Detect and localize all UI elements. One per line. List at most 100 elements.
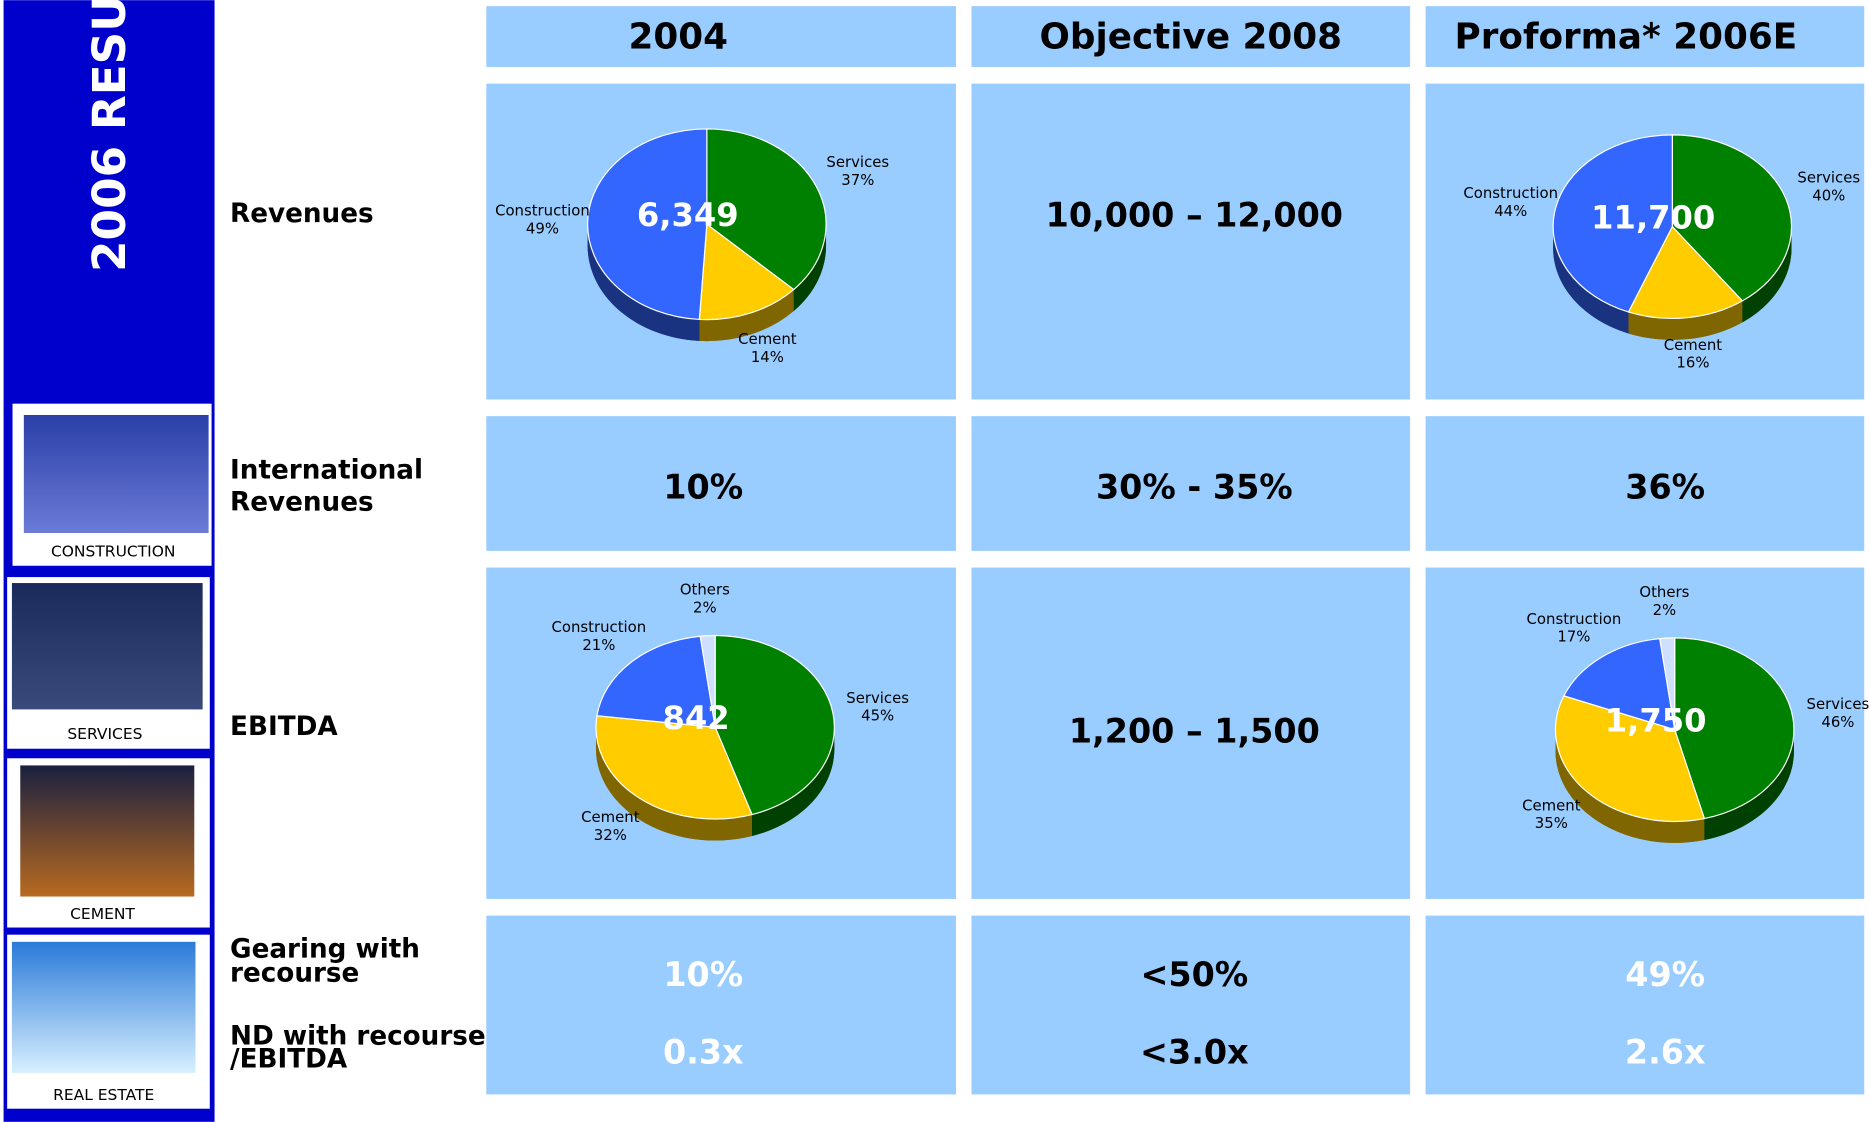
- pie-slice: [706, 128, 827, 291]
- pie-slice: [1554, 695, 1706, 823]
- pie-slice: [698, 223, 795, 321]
- row-label: /EBITDA: [230, 1044, 348, 1074]
- pie-side: [587, 224, 700, 341]
- pie-side: [595, 727, 753, 841]
- pie-slice: [1674, 637, 1795, 820]
- header-cell: [1425, 6, 1865, 67]
- section-image: [11, 583, 203, 710]
- slice-category: Construction: [552, 618, 647, 636]
- pie-side: [793, 224, 827, 312]
- section-label: SERVICES: [67, 725, 142, 743]
- pie-slice: [596, 635, 716, 728]
- pie-side: [1555, 729, 1705, 843]
- slice-category: Construction: [495, 202, 590, 220]
- slice-category: Others: [680, 581, 730, 599]
- header-cell: [486, 6, 956, 67]
- slice-value-label: 16%: [1676, 354, 1709, 372]
- row-label: Revenues: [230, 199, 374, 229]
- slice-value-label: 2%: [693, 599, 717, 617]
- header-cell: [971, 6, 1411, 67]
- slice-value-label: 45%: [861, 707, 894, 725]
- section-real-estate: REAL ESTATE: [7, 934, 210, 1109]
- row-label: Gearing with: [230, 935, 420, 965]
- slice-category: Construction: [1463, 184, 1558, 202]
- row-label: Revenues: [230, 488, 374, 518]
- cell-value: <50%: [1140, 955, 1248, 994]
- slice-value-label: 44%: [1494, 202, 1527, 220]
- table-cell: [971, 416, 1411, 551]
- slice-value-label: 35%: [1535, 814, 1568, 832]
- slice-value-label: 21%: [582, 636, 615, 654]
- cell-value: 10%: [663, 955, 743, 994]
- pie-slice: [1659, 637, 1676, 730]
- pie-center-label: 1,750: [1605, 702, 1707, 740]
- row-label: International: [230, 456, 423, 486]
- row-label: ND with recourse: [230, 1022, 486, 1052]
- cell-value: 10%: [663, 467, 743, 506]
- slice-value-label: 17%: [1557, 628, 1590, 646]
- slice-category: Others: [1639, 583, 1689, 601]
- section-label: REAL ESTATE: [53, 1086, 154, 1104]
- slice-category: Services: [846, 689, 909, 707]
- slice-category: Cement: [1664, 336, 1723, 354]
- column-header: Proforma* 2006E: [1455, 16, 1798, 57]
- pie-side: [1628, 300, 1743, 340]
- section-image: [11, 941, 196, 1073]
- table-cell: [971, 567, 1411, 899]
- slice-category: Cement: [738, 330, 797, 348]
- slice-category: Construction: [1527, 610, 1622, 628]
- section-construction: CONSTRUCTION: [11, 402, 213, 567]
- table-cell: [1425, 915, 1865, 1095]
- pie-slice: [699, 634, 716, 728]
- cell-value: 10,000 – 12,000: [1046, 196, 1343, 235]
- pie-center-label: 6,349: [637, 196, 739, 234]
- sidebar-title: 2006 RESU: [83, 0, 136, 272]
- cell-value: 0.3x: [663, 1032, 744, 1071]
- cell-value: 1,200 – 1,500: [1069, 712, 1320, 751]
- table-cell: [486, 915, 956, 1095]
- section-label: CONSTRUCTION: [51, 543, 176, 561]
- pie-side: [1553, 226, 1629, 334]
- slice-category: Services: [826, 153, 889, 171]
- pie-side: [1742, 226, 1792, 323]
- cell-value: 2.6x: [1625, 1032, 1706, 1071]
- column-header: 2004: [628, 16, 728, 57]
- pie-slice: [1671, 134, 1793, 302]
- section-label: CEMENT: [70, 905, 135, 923]
- slice-value-label: 37%: [841, 171, 874, 189]
- cell-value: <3.0x: [1140, 1032, 1249, 1071]
- slice-value-label: 46%: [1821, 713, 1854, 731]
- slice-category: Services: [1797, 169, 1860, 187]
- slice-value-label: 2%: [1653, 601, 1677, 619]
- table-cell: [971, 915, 1411, 1095]
- section-image: [23, 414, 209, 533]
- cell-value: 30% - 35%: [1096, 467, 1293, 506]
- table-cell: [486, 416, 956, 551]
- section-cement: CEMENT: [7, 758, 210, 928]
- column-header: Objective 2008: [1040, 16, 1343, 57]
- slice-category: Cement: [1522, 796, 1581, 814]
- section-services: SERVICES: [7, 577, 210, 749]
- slice-value-label: 14%: [751, 348, 784, 366]
- pie-slice: [1563, 637, 1676, 731]
- slice-value-label: 49%: [526, 220, 559, 238]
- pie-slice: [587, 128, 708, 321]
- pie-center-label: 842: [663, 699, 730, 737]
- pie-slice: [714, 634, 835, 816]
- row-label: EBITDA: [230, 712, 338, 742]
- slice-value-label: 40%: [1812, 186, 1845, 204]
- pie-slice: [1627, 225, 1744, 320]
- table-cell: [971, 83, 1411, 400]
- row-label: recourse: [230, 959, 359, 989]
- pie-slice: [1552, 134, 1673, 313]
- section-image: [20, 765, 195, 897]
- cell-value: 49%: [1625, 955, 1705, 994]
- pie-center-label: 11,700: [1591, 199, 1715, 237]
- table-cell: [1425, 416, 1865, 551]
- slice-category: Cement: [581, 808, 640, 826]
- slice-category: Services: [1807, 695, 1869, 713]
- slice-value-label: 32%: [594, 826, 627, 844]
- pie-side: [752, 727, 835, 837]
